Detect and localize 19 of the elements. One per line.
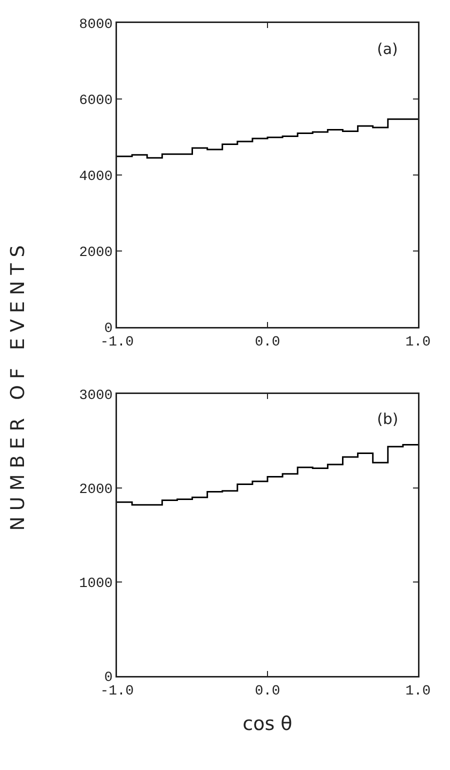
y-tick-label: 8000 bbox=[79, 16, 113, 33]
y-tick-label: 0 bbox=[104, 670, 113, 686]
y-tick-label: 6000 bbox=[79, 92, 113, 109]
y-tick-label: 1000 bbox=[79, 576, 113, 592]
x-tick-label: 1.0 bbox=[405, 683, 431, 700]
x-tick-label: -1.0 bbox=[100, 683, 134, 700]
y-axis-title: NUMBER OF EVENTS bbox=[7, 239, 29, 531]
annotation: (a) bbox=[377, 40, 398, 58]
y-tick-label: 3000 bbox=[79, 388, 113, 404]
x-axis-title: cos θ bbox=[242, 712, 292, 735]
x-tick-label: 0.0 bbox=[254, 683, 280, 700]
x-tick-label: -1.0 bbox=[100, 334, 134, 350]
x-tick-label: 0.0 bbox=[254, 334, 280, 350]
y-tick-label: 2000 bbox=[79, 482, 113, 498]
y-tick-label: 4000 bbox=[79, 168, 113, 185]
annotation: (b) bbox=[377, 410, 398, 428]
x-tick-label: 1.0 bbox=[405, 334, 431, 350]
y-tick-label: 2000 bbox=[79, 244, 113, 261]
y-tick-label: 0 bbox=[104, 320, 113, 337]
